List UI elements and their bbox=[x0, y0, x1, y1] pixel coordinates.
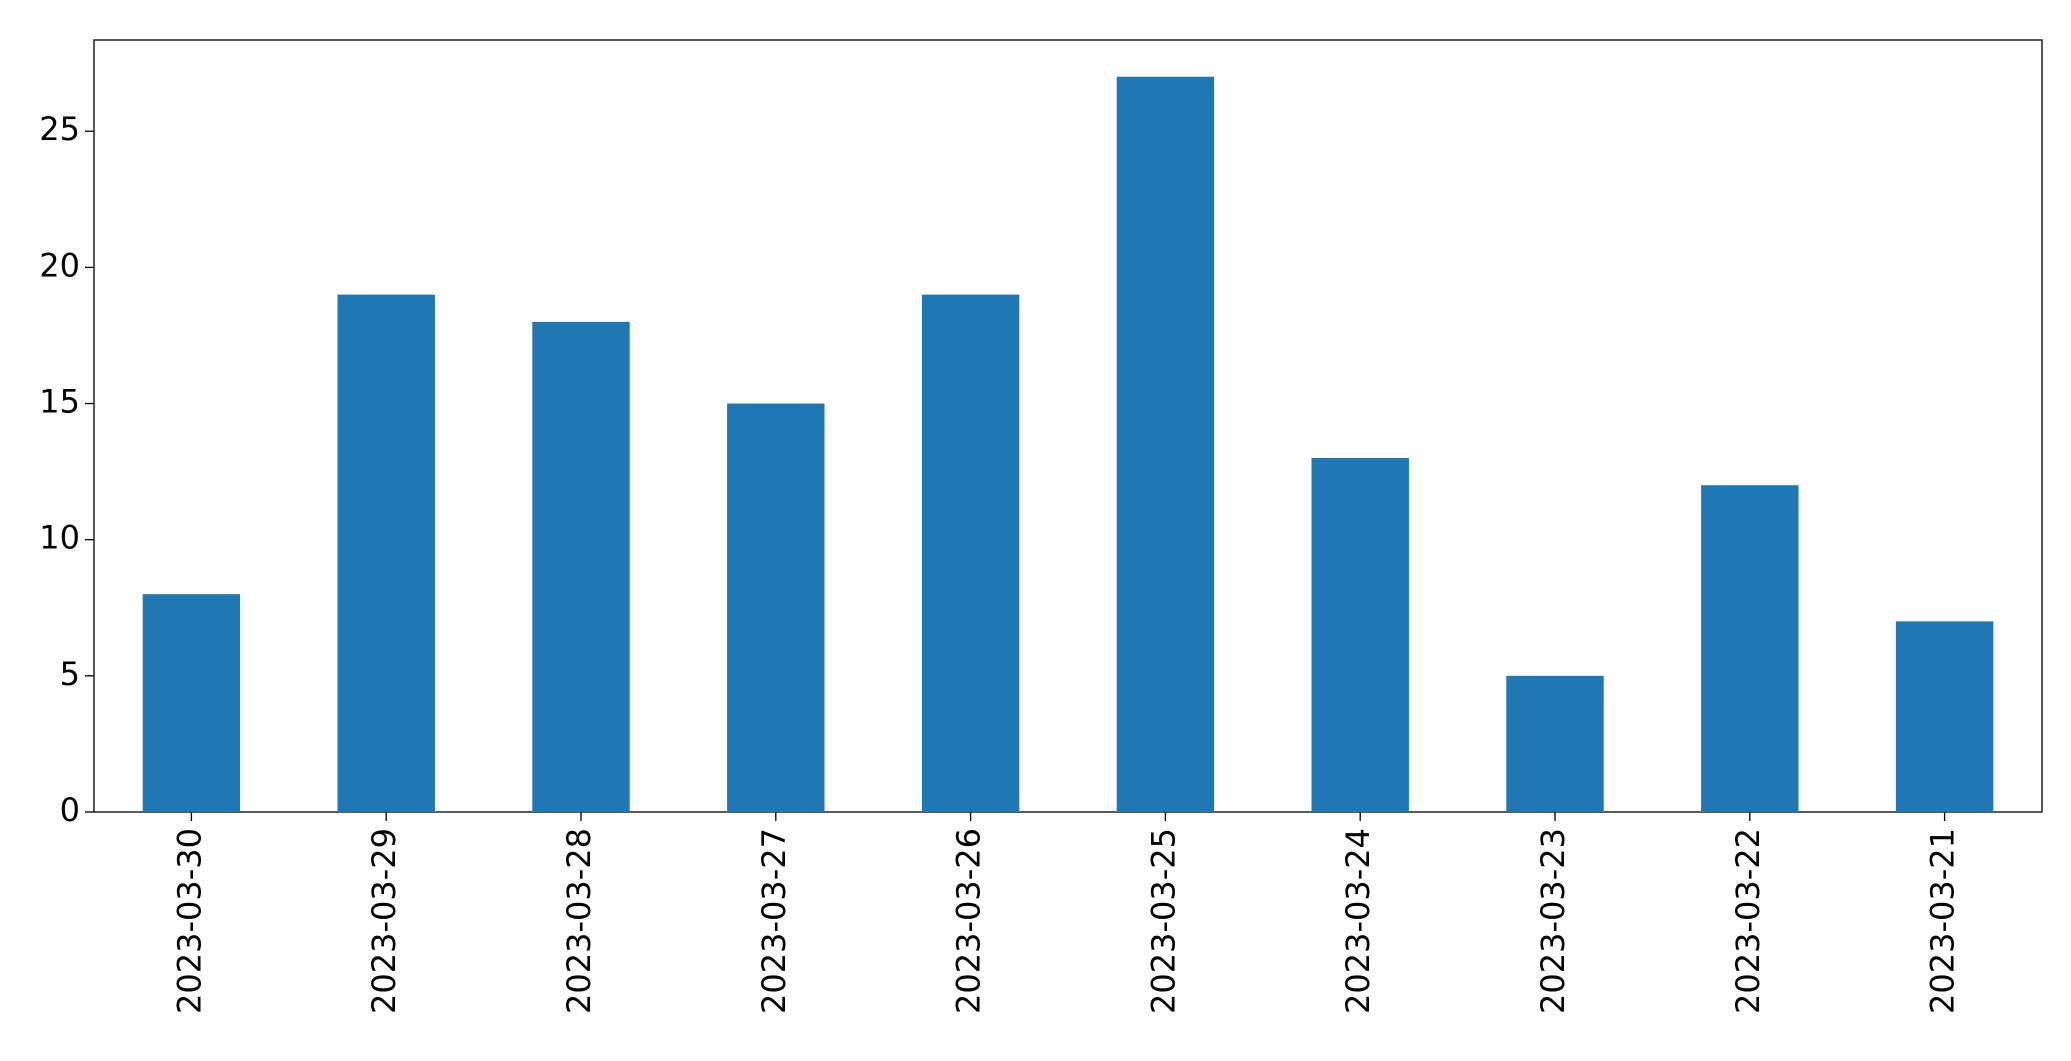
x-tick-label: 2023-03-23 bbox=[1534, 828, 1572, 1014]
bar bbox=[142, 594, 241, 812]
bar bbox=[532, 321, 630, 812]
x-tick-label: 2023-03-29 bbox=[365, 828, 403, 1014]
bar bbox=[1506, 675, 1604, 812]
bar bbox=[727, 403, 825, 812]
x-tick-label: 2023-03-24 bbox=[1339, 828, 1377, 1014]
bar bbox=[921, 294, 1020, 812]
bar bbox=[1701, 485, 1799, 812]
x-tick-label: 2023-03-22 bbox=[1729, 828, 1767, 1014]
bar bbox=[337, 294, 435, 812]
y-tick-label: 0 bbox=[60, 791, 80, 829]
y-tick-label: 20 bbox=[39, 246, 80, 284]
y-tick-label: 10 bbox=[39, 519, 80, 557]
x-tick-label: 2023-03-25 bbox=[1144, 828, 1182, 1014]
y-tick-label: 15 bbox=[39, 383, 80, 421]
x-tick-label: 2023-03-30 bbox=[170, 828, 208, 1014]
x-tick-label: 2023-03-27 bbox=[755, 828, 793, 1014]
plot-frame bbox=[93, 39, 2043, 813]
bar bbox=[1116, 76, 1215, 812]
x-tick-label: 2023-03-28 bbox=[560, 828, 598, 1014]
x-tick-label: 2023-03-21 bbox=[1924, 828, 1962, 1014]
y-tick-label: 25 bbox=[39, 110, 80, 148]
bar bbox=[1895, 621, 1994, 812]
bar bbox=[1311, 457, 1409, 812]
y-tick-label: 5 bbox=[60, 655, 80, 693]
x-tick-label: 2023-03-26 bbox=[950, 828, 988, 1014]
